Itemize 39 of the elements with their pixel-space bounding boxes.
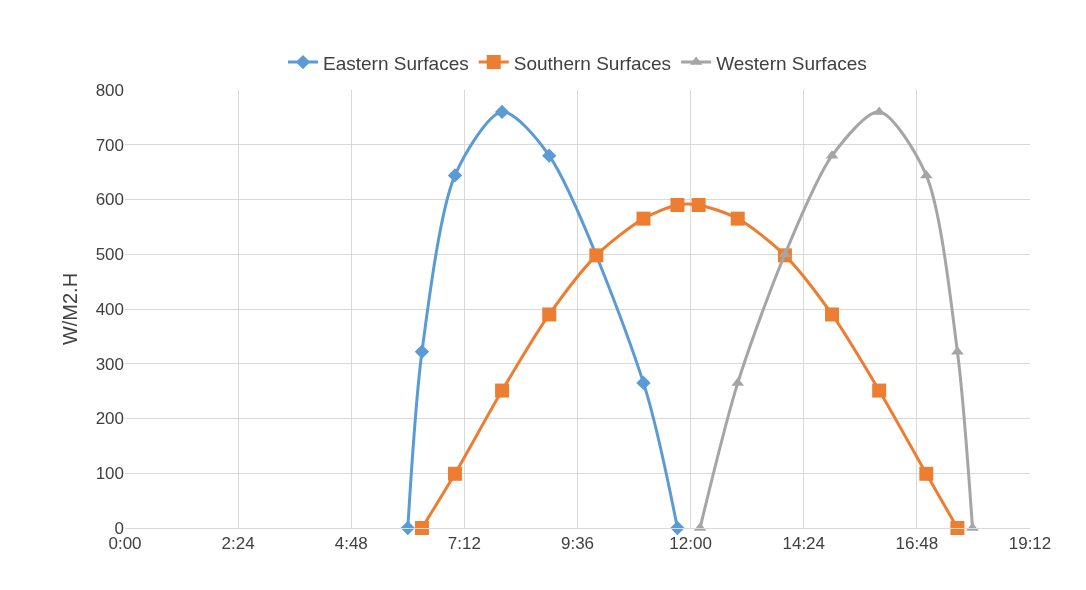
x-tick-label: 19:12: [1008, 534, 1052, 554]
point: [542, 148, 557, 163]
legend-label: Western Surfaces: [716, 52, 867, 74]
point: [825, 307, 840, 322]
point: [495, 383, 510, 398]
y-tick-label: 300: [95, 354, 124, 374]
point: [670, 197, 685, 212]
y-tick-label: 700: [95, 135, 124, 155]
y-tick-label: 600: [95, 190, 124, 210]
y-tick-label: 800: [95, 80, 124, 100]
point: [636, 375, 651, 391]
y-tick-label: 100: [95, 464, 124, 484]
point: [447, 168, 463, 183]
point: [872, 383, 887, 398]
x-tick-label: 9:36: [560, 534, 595, 554]
point: [414, 521, 429, 535]
point: [950, 521, 965, 535]
point: [589, 248, 604, 263]
y-tick-label: 400: [95, 299, 124, 319]
point: [494, 104, 510, 120]
x-tick-label: 2:24: [221, 534, 255, 554]
point: [730, 211, 745, 226]
x-tick-label: 7:12: [447, 534, 481, 554]
point: [542, 307, 557, 322]
x-tick-label: 16:48: [895, 534, 939, 554]
legend-label: Southern Surfaces: [513, 52, 672, 74]
y-axis-title: W/M2.H: [59, 272, 82, 346]
x-tick-label: 12:00: [669, 534, 712, 554]
x-tick-label: 14:24: [782, 534, 826, 554]
x-tick-label: 4:48: [334, 534, 368, 554]
legend-label: Eastern Surfaces: [323, 52, 469, 74]
point: [919, 169, 933, 179]
point: [636, 211, 651, 226]
point: [691, 197, 706, 212]
point: [919, 466, 934, 481]
point: [447, 466, 462, 481]
y-tick-label: 500: [95, 245, 124, 265]
y-tick-label: 200: [95, 409, 124, 429]
point: [414, 344, 430, 359]
